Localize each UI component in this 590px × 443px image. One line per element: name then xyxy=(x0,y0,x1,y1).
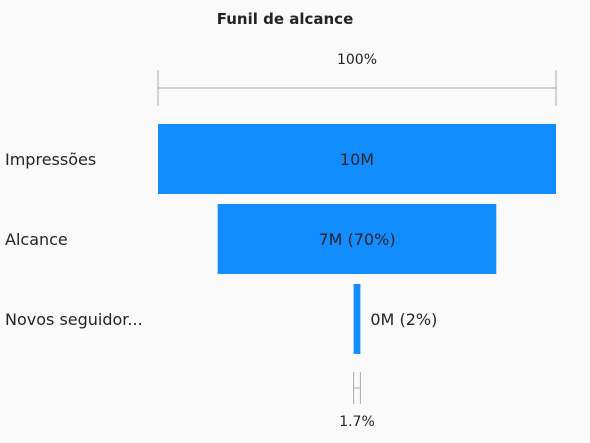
funnel-bar[interactable] xyxy=(217,204,497,274)
bottom-percent-label: 1.7% xyxy=(339,414,375,430)
category-label: Impressões xyxy=(5,150,96,169)
chart-title: Funil de alcance xyxy=(216,10,354,28)
data-label: 7M (70%) xyxy=(318,230,395,249)
category-label: Novos seguidor... xyxy=(5,310,143,329)
funnel-bar[interactable] xyxy=(353,284,361,354)
funnel-bar[interactable] xyxy=(158,124,556,194)
data-label: 10M xyxy=(340,150,374,169)
category-label: Alcance xyxy=(5,230,68,249)
top-percent-label: 100% xyxy=(337,52,377,68)
data-label: 0M (2%) xyxy=(370,310,437,329)
